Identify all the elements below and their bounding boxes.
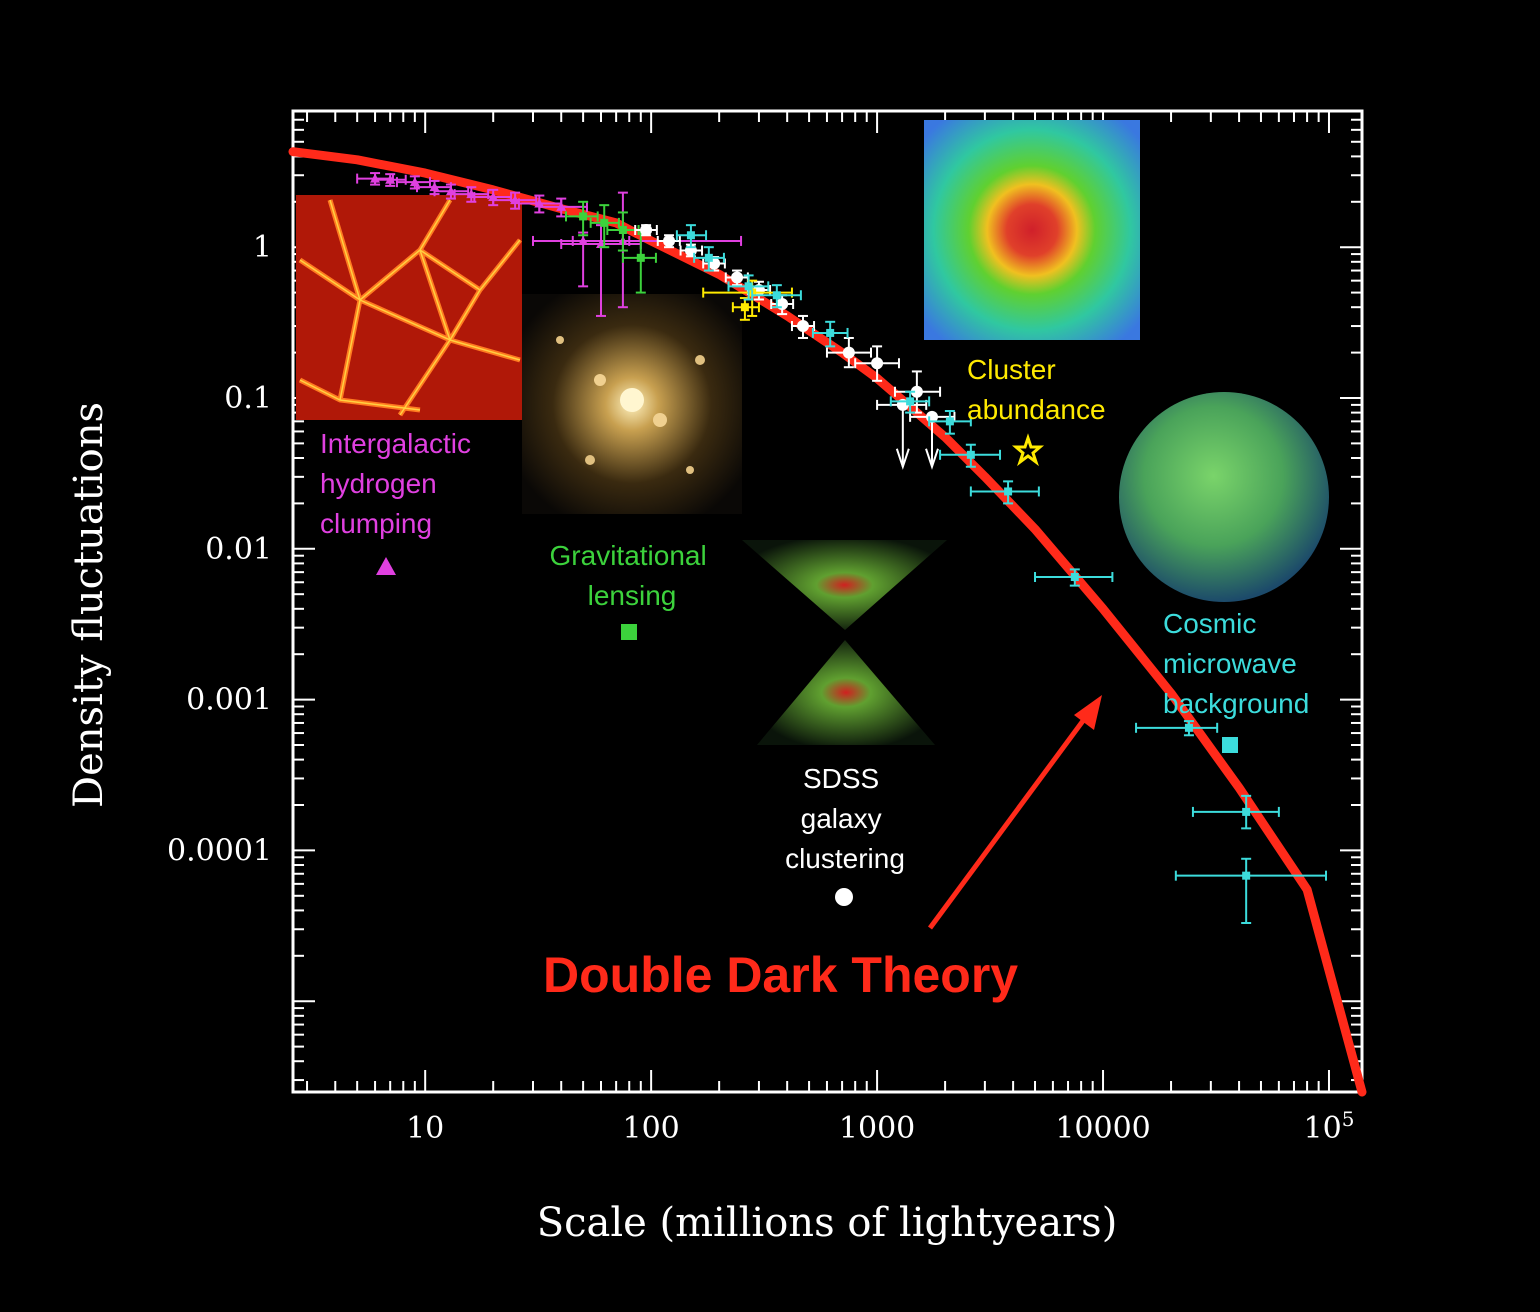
data-point: [704, 253, 713, 262]
lensing-cluster-image: [522, 294, 742, 514]
series-gravitational-lensing: [565, 200, 657, 294]
hydrogen-label: Intergalactic hydrogen clumping: [320, 428, 479, 539]
data-point: [1242, 807, 1251, 816]
data-point: [772, 291, 781, 300]
data-point: [966, 450, 975, 459]
lensing-label: Gravitational lensing: [550, 540, 715, 611]
data-point: [636, 253, 645, 262]
x-tick-label: 100: [623, 1111, 680, 1146]
data-point: [1242, 871, 1251, 880]
data-point: [842, 346, 855, 359]
cmb-label: Cosmic microwave background: [1163, 608, 1309, 719]
x-tick-label: 10000: [1055, 1111, 1150, 1146]
upper-limit-arrowhead: [925, 448, 939, 470]
data-point: [600, 218, 609, 227]
y-tick-label: 0.01: [205, 532, 272, 567]
data-point: [910, 385, 923, 398]
data-point: [1004, 487, 1013, 496]
cmb-square-marker: [1222, 737, 1238, 753]
data-point: [686, 231, 695, 240]
data-points-layer: [356, 172, 1327, 925]
sdss-circle-marker: [835, 888, 853, 906]
lensing-square-marker: [621, 624, 637, 640]
theory-arrow: [927, 695, 1102, 930]
data-point: [871, 357, 884, 370]
data-point: [579, 212, 588, 221]
data-point: [640, 224, 653, 237]
data-point: [618, 226, 627, 235]
x-tick-label: 1000: [839, 1111, 915, 1146]
data-point: [385, 174, 396, 184]
sdss-wedge-image: [742, 540, 947, 745]
data-point: [945, 417, 954, 426]
tick-labels: 10 100 1000 10000 105 1 0.1 0.01 0.001 0.0001: [167, 230, 1354, 1146]
sdss-label: SDSS galaxy clustering: [785, 763, 905, 874]
x-tick-label-exponent: 5: [1342, 1107, 1355, 1131]
y-tick-label: 0.1: [224, 381, 272, 416]
data-point: [1184, 723, 1193, 732]
cmb-sphere-image: [1119, 392, 1329, 602]
data-point: [445, 186, 456, 196]
theory-curve-layer: [288, 147, 1367, 1097]
data-point: [1070, 573, 1079, 582]
series-intergalactic-hydrogen-clumping: [356, 172, 743, 317]
upper-limit-arrowhead: [895, 448, 910, 470]
y-tick-label: 1: [253, 230, 272, 265]
x-tick-label: 10: [406, 1111, 444, 1146]
cluster-xray-image: [924, 120, 1140, 340]
data-point: [556, 201, 567, 211]
y-tick-label: 0.001: [186, 683, 272, 718]
cluster-star-marker: [1011, 433, 1045, 467]
theory-curve: [288, 147, 1367, 1097]
data-point: [826, 328, 835, 337]
data-point: [510, 195, 521, 205]
x-tick-label: 105: [1304, 1107, 1355, 1146]
hydrogen-simulation-image: [296, 195, 522, 420]
data-point: [663, 234, 676, 247]
y-axis-title: Density fluctuations: [66, 402, 112, 808]
x-axis-title: Scale (millions of lightyears): [537, 1200, 1118, 1246]
cluster-label: Cluster abundance: [967, 354, 1106, 425]
data-point: [731, 271, 744, 284]
data-point: [796, 320, 809, 333]
data-point: [906, 397, 915, 406]
data-point: [776, 298, 789, 311]
data-point: [740, 303, 749, 312]
data-point: [744, 282, 753, 291]
series-cosmic-microwave-background: [675, 224, 1327, 925]
y-tick-label: 0.0001: [167, 833, 272, 868]
hydrogen-triangle-marker: [376, 557, 396, 575]
theory-label: Double Dark Theory: [543, 947, 1018, 1003]
